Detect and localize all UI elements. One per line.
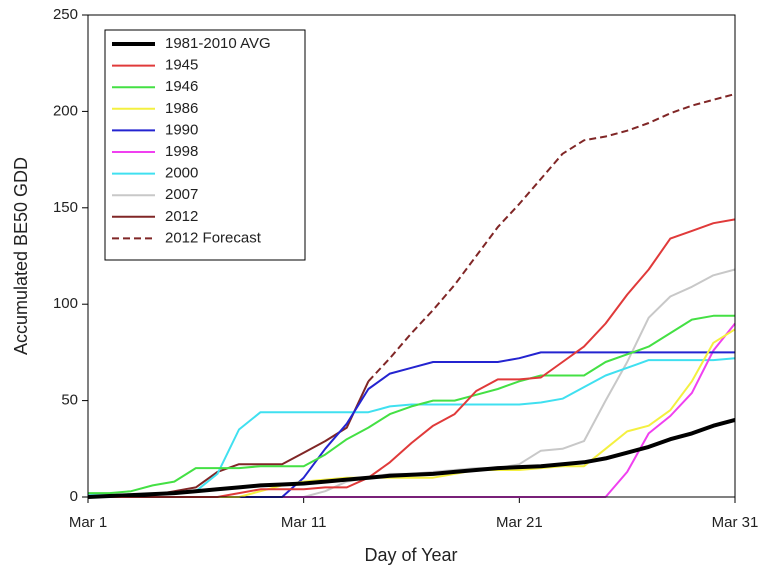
y-axis-title: Accumulated BE50 GDD	[11, 157, 31, 355]
legend-label: 2007	[165, 186, 198, 203]
y-tick-label: 200	[53, 102, 78, 119]
data-line	[88, 314, 735, 495]
y-tick-label: 250	[53, 6, 78, 23]
x-tick-label: Mar 31	[712, 514, 759, 531]
legend-label: 1990	[165, 121, 198, 138]
data-line	[367, 93, 736, 382]
data-line	[88, 268, 736, 498]
y-tick-label: 0	[70, 488, 78, 505]
legend-label: 1945	[165, 57, 198, 74]
data-line	[87, 417, 736, 499]
legend-label: 2000	[165, 165, 198, 182]
x-tick-label: Mar 11	[281, 514, 327, 531]
legend-label: 1986	[165, 100, 198, 117]
legend-label: 1981-2010 AVG	[165, 35, 271, 52]
legend-label: 1998	[165, 143, 198, 160]
plot-frame	[87, 14, 736, 498]
y-tick-label: 50	[61, 392, 78, 409]
x-axis-title: Day of Year	[364, 545, 457, 565]
legend-label: 2012	[165, 208, 198, 225]
legend-box	[104, 29, 306, 261]
x-tick-label: Mar 21	[496, 514, 543, 531]
data-line	[88, 218, 736, 498]
data-line	[88, 328, 736, 498]
y-tick-label: 150	[53, 199, 78, 216]
y-tick-label: 100	[53, 295, 78, 312]
legend-label: 2012 Forecast	[165, 229, 262, 246]
legend-label: 1946	[165, 78, 198, 95]
x-tick-label: Mar 1	[69, 514, 107, 531]
